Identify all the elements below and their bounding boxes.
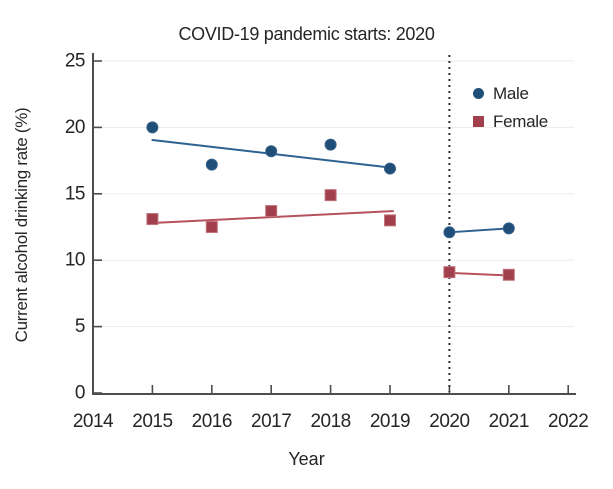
legend-item-male: Male [473,84,548,103]
x-tick-label-2022: 2022 [548,411,588,432]
chart-title: COVID-19 pandemic starts: 2020 [178,24,435,44]
marker-female-2018 [324,189,337,202]
x-tick-label-2021: 2021 [489,411,529,432]
legend-label-female: Female [493,111,548,131]
y-tick-label-15: 15 [65,183,85,204]
legend-label-male: Male [493,83,529,103]
marker-female-2019 [384,214,396,227]
marker-male-2017 [265,145,278,158]
trend-line-male-post [448,227,510,234]
marker-male-2020 [443,226,456,239]
marker-female-2015 [146,213,159,226]
x-tick-label-2016: 2016 [192,411,232,432]
x-tick-label-2020: 2020 [429,411,469,432]
marker-female-2020 [443,266,456,279]
x-tick-label-2014: 2014 [73,411,114,432]
x-tick-label-2019: 2019 [370,411,410,432]
female-marker-swatch [473,116,484,127]
legend: Male Female [473,84,548,131]
marker-female-2016 [205,221,218,233]
marker-male-2021 [502,222,515,235]
marker-male-2016 [205,158,218,171]
marker-female-2021 [502,268,515,281]
y-tick-label-10: 10 [65,250,85,271]
male-marker-swatch [473,88,484,99]
marker-male-2015 [146,121,159,134]
x-tick-label-2018: 2018 [310,411,350,432]
y-tick-label-0: 0 [75,383,85,404]
x-axis-label: Year [288,449,325,469]
marker-female-2017 [265,205,278,218]
x-tick-label-2017: 2017 [251,411,291,432]
x-tick-label-2015: 2015 [132,411,172,432]
trend-line-female-post [448,271,510,277]
legend-item-female: Female [473,112,548,131]
y-tick-label-20: 20 [65,117,85,138]
marker-male-2018 [324,138,337,151]
marker-male-2019 [384,162,396,175]
y-tick-label-25: 25 [65,51,85,72]
y-tick-label-5: 5 [75,316,85,337]
